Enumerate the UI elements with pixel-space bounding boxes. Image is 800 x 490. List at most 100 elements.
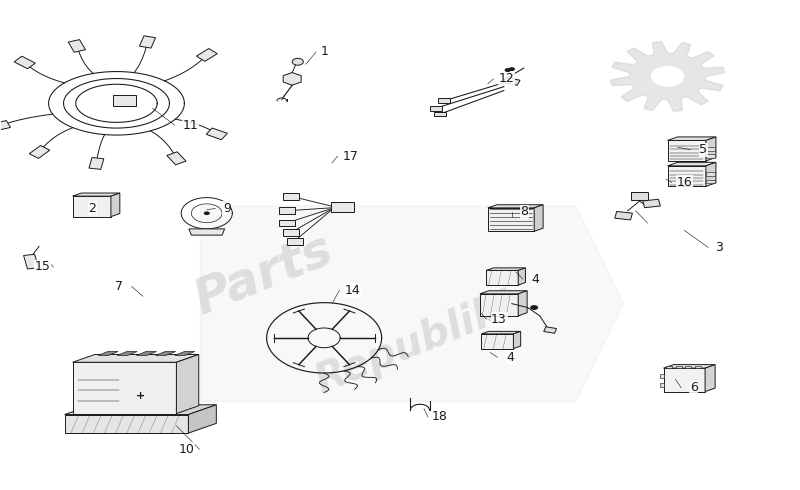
Polygon shape	[434, 112, 446, 117]
Polygon shape	[206, 128, 227, 140]
Polygon shape	[98, 351, 118, 355]
Polygon shape	[685, 366, 691, 368]
Text: 5: 5	[699, 143, 707, 156]
Polygon shape	[706, 147, 715, 151]
Polygon shape	[14, 56, 35, 69]
Polygon shape	[651, 67, 683, 86]
Polygon shape	[667, 166, 706, 186]
Text: 3: 3	[715, 241, 723, 254]
Text: 14: 14	[344, 284, 360, 297]
Polygon shape	[705, 365, 715, 392]
Polygon shape	[196, 49, 218, 61]
Polygon shape	[330, 201, 354, 212]
Polygon shape	[111, 193, 120, 217]
Text: 9: 9	[222, 202, 230, 215]
Polygon shape	[73, 362, 176, 414]
Text: 18: 18	[431, 411, 447, 423]
Polygon shape	[438, 98, 450, 103]
Polygon shape	[73, 193, 120, 196]
Polygon shape	[278, 220, 294, 226]
Text: 7: 7	[115, 280, 123, 293]
Polygon shape	[663, 365, 715, 368]
Polygon shape	[675, 366, 682, 368]
Polygon shape	[430, 106, 442, 111]
Polygon shape	[480, 294, 518, 316]
Polygon shape	[73, 354, 198, 362]
Polygon shape	[30, 146, 50, 158]
Polygon shape	[137, 351, 157, 355]
Text: 13: 13	[491, 313, 507, 326]
Polygon shape	[486, 270, 518, 285]
Polygon shape	[118, 351, 138, 355]
Circle shape	[292, 58, 303, 65]
Polygon shape	[630, 192, 648, 200]
Text: 10: 10	[179, 443, 194, 456]
Polygon shape	[614, 212, 633, 220]
Polygon shape	[544, 327, 557, 333]
Text: 1: 1	[320, 46, 328, 58]
Circle shape	[509, 67, 515, 71]
Text: 4: 4	[532, 273, 540, 286]
Polygon shape	[482, 334, 514, 348]
Polygon shape	[113, 96, 137, 106]
Polygon shape	[176, 354, 198, 414]
Polygon shape	[667, 137, 716, 141]
Polygon shape	[642, 199, 660, 208]
Polygon shape	[65, 405, 216, 415]
Polygon shape	[282, 229, 298, 236]
Polygon shape	[73, 196, 111, 217]
Polygon shape	[139, 36, 155, 48]
Polygon shape	[706, 137, 716, 161]
Polygon shape	[518, 291, 527, 316]
Polygon shape	[659, 383, 663, 387]
Polygon shape	[65, 415, 188, 433]
Polygon shape	[282, 193, 298, 199]
Text: 4: 4	[506, 351, 514, 364]
Text: 8: 8	[521, 205, 529, 218]
Text: 17: 17	[342, 149, 358, 163]
Text: +: +	[135, 391, 145, 401]
Polygon shape	[200, 206, 624, 401]
Polygon shape	[667, 141, 706, 161]
Circle shape	[204, 211, 210, 215]
Polygon shape	[610, 42, 725, 111]
Polygon shape	[518, 268, 526, 285]
Polygon shape	[706, 154, 715, 158]
Text: 2: 2	[89, 202, 97, 215]
Polygon shape	[534, 205, 543, 231]
Polygon shape	[514, 331, 521, 348]
Polygon shape	[666, 366, 672, 368]
Polygon shape	[286, 238, 302, 245]
Polygon shape	[482, 331, 521, 334]
Polygon shape	[706, 172, 715, 176]
Polygon shape	[278, 207, 294, 214]
Polygon shape	[23, 254, 38, 269]
Polygon shape	[0, 121, 10, 131]
Polygon shape	[488, 208, 534, 231]
Polygon shape	[486, 268, 526, 270]
Text: Republik!: Republik!	[309, 284, 523, 402]
Polygon shape	[694, 366, 701, 368]
Polygon shape	[174, 351, 194, 355]
Circle shape	[505, 68, 511, 72]
Polygon shape	[480, 291, 527, 294]
Polygon shape	[667, 162, 716, 166]
Polygon shape	[663, 368, 705, 392]
Text: 15: 15	[34, 261, 50, 273]
Text: Parts: Parts	[188, 225, 341, 324]
Polygon shape	[68, 40, 86, 52]
Polygon shape	[488, 205, 543, 208]
Text: 6: 6	[690, 381, 698, 394]
Circle shape	[530, 305, 538, 310]
Polygon shape	[189, 229, 225, 235]
Polygon shape	[156, 351, 175, 355]
Polygon shape	[659, 374, 663, 378]
Polygon shape	[503, 77, 520, 85]
Text: 11: 11	[183, 119, 198, 132]
Polygon shape	[283, 73, 301, 85]
Polygon shape	[706, 179, 715, 183]
Polygon shape	[188, 405, 216, 433]
Polygon shape	[706, 162, 716, 186]
Polygon shape	[167, 152, 186, 165]
Polygon shape	[89, 157, 104, 170]
